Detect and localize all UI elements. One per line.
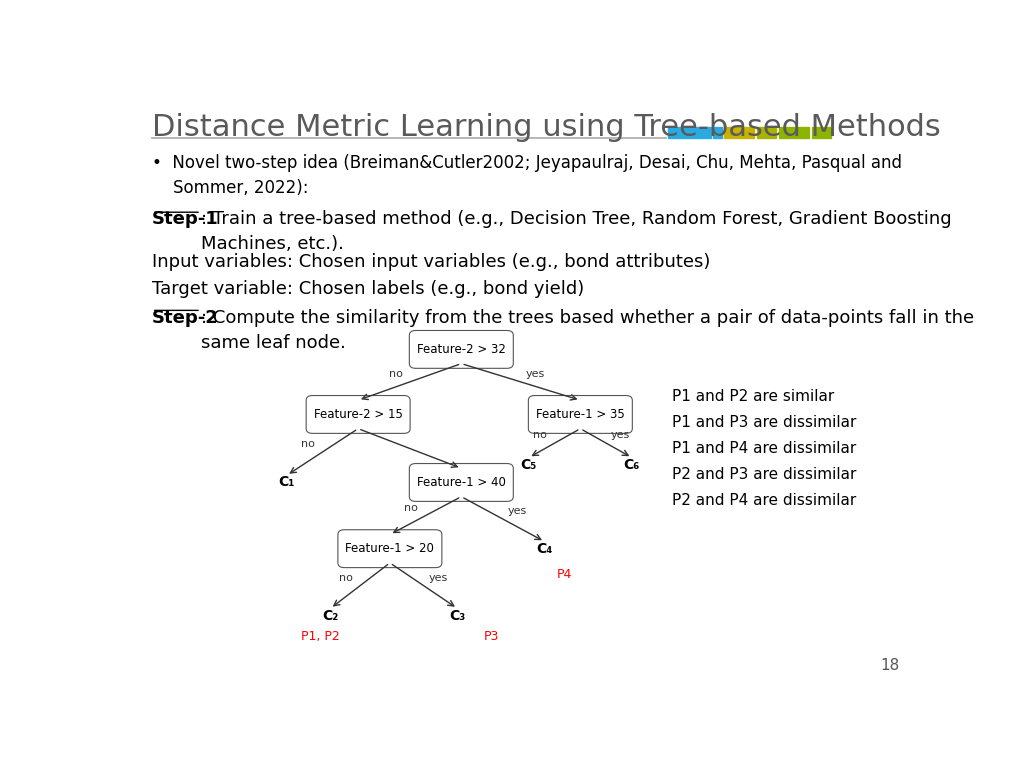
Bar [724,127,754,137]
Text: Feature-1 > 20: Feature-1 > 20 [345,542,434,555]
Text: no: no [534,430,547,440]
Text: yes: yes [508,506,527,516]
Text: P1, P2: P1, P2 [301,631,340,644]
Text: Step-1: Step-1 [152,210,218,228]
FancyBboxPatch shape [306,396,411,433]
Bar [812,127,831,137]
Text: 18: 18 [881,658,899,673]
Text: Feature-1 > 40: Feature-1 > 40 [417,476,506,489]
Text: : Train a tree-based method (e.g., Decision Tree, Random Forest, Gradient Boosti: : Train a tree-based method (e.g., Decis… [201,210,951,253]
Text: C₆: C₆ [624,458,640,472]
FancyBboxPatch shape [528,396,633,433]
Text: yes: yes [525,369,545,379]
Bar [668,127,711,137]
Text: Step-2: Step-2 [152,309,218,326]
Text: P1 and P3 are dissimilar: P1 and P3 are dissimilar [672,415,856,430]
Text: C₁: C₁ [279,475,295,489]
Text: no: no [404,502,418,512]
Text: Target variable: Chosen labels (e.g., bond yield): Target variable: Chosen labels (e.g., bo… [152,280,584,298]
Text: : Compute the similarity from the trees based whether a pair of data-points fall: : Compute the similarity from the trees … [201,309,974,352]
FancyBboxPatch shape [410,330,513,369]
Text: C₃: C₃ [450,608,466,623]
Text: Feature-1 > 35: Feature-1 > 35 [536,408,625,421]
Text: Feature-2 > 32: Feature-2 > 32 [417,343,506,356]
Text: C₄: C₄ [537,541,553,556]
Text: Feature-2 > 15: Feature-2 > 15 [313,408,402,421]
FancyBboxPatch shape [338,530,442,568]
Text: P2 and P4 are dissimilar: P2 and P4 are dissimilar [672,493,856,508]
Text: no: no [339,573,353,583]
Text: P4: P4 [557,568,572,581]
Text: yes: yes [610,430,630,440]
Text: Input variables: Chosen input variables (e.g., bond attributes): Input variables: Chosen input variables … [152,253,711,271]
Text: C₂: C₂ [323,608,339,623]
Text: no: no [301,439,315,449]
Text: •  Novel two-step idea (Breiman&Cutler2002; Jeyapaulraj, Desai, Chu, Mehta, Pasq: • Novel two-step idea (Breiman&Cutler200… [152,154,902,197]
Text: P2 and P3 are dissimilar: P2 and P3 are dissimilar [672,467,856,482]
Text: P1 and P4 are dissimilar: P1 and P4 are dissimilar [672,441,856,456]
Bar [758,127,776,137]
Text: C₅: C₅ [520,458,537,472]
Text: no: no [388,369,402,379]
Bar [713,127,722,137]
Text: P1 and P2 are similar: P1 and P2 are similar [672,389,834,404]
Text: yes: yes [428,573,447,583]
Text: P3: P3 [483,631,499,644]
Bar [778,127,809,137]
FancyBboxPatch shape [410,464,513,502]
Text: Distance Metric Learning using Tree-based Methods: Distance Metric Learning using Tree-base… [152,113,941,142]
